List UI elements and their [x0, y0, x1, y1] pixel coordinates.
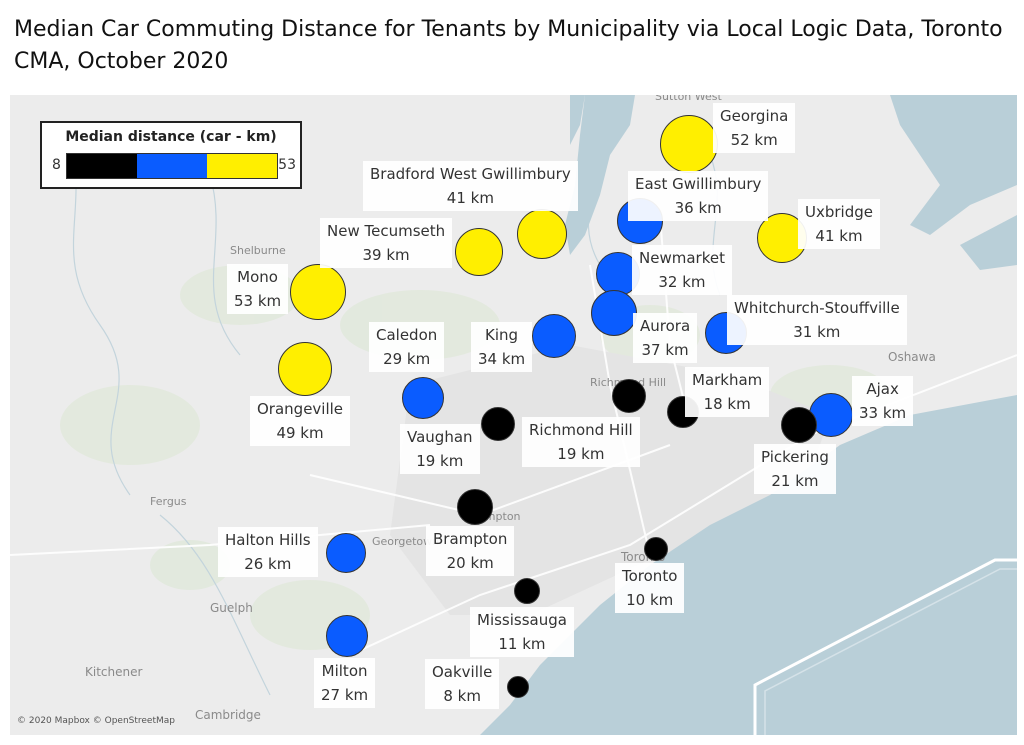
place-label-cambridge: Cambridge	[195, 708, 261, 722]
bubble-mississauga[interactable]	[514, 578, 540, 604]
place-label-fergus: Fergus	[150, 495, 187, 508]
legend-max-value: 53	[278, 157, 296, 173]
bubble-new-tecumseth[interactable]	[455, 228, 503, 276]
bubble-bradford-west-gwillimbury[interactable]	[517, 209, 567, 259]
label-newmarket: Newmarket 32 km	[632, 245, 732, 295]
bubble-aurora[interactable]	[591, 290, 637, 336]
bubble-king[interactable]	[532, 314, 576, 358]
place-label-georgetown: Georgetown	[372, 535, 440, 548]
label-toronto: Toronto 10 km	[615, 563, 685, 613]
label-georgina: Georgina 52 km	[713, 103, 796, 153]
place-label-sutton-west: Sutton West	[655, 95, 722, 103]
legend-swatch-high	[207, 154, 277, 178]
bubble-toronto[interactable]	[644, 537, 668, 561]
label-mono: Mono 53 km	[227, 264, 289, 314]
legend-title: Median distance (car - km)	[65, 129, 277, 145]
label-aurora: Aurora 37 km	[633, 313, 698, 363]
label-pickering: Pickering 21 km	[754, 444, 836, 494]
legend-min-value: 8	[52, 157, 61, 173]
label-new-tecumseth: New Tecumseth 39 km	[320, 218, 453, 268]
label-oakville: Oakville 8 km	[425, 659, 500, 709]
legend-swatch-mid	[137, 154, 207, 178]
label-milton: Milton 27 km	[314, 658, 376, 708]
label-caledon: Caledon 29 km	[369, 322, 445, 372]
legend-swatch-low	[67, 154, 137, 178]
label-vaughan: Vaughan 19 km	[400, 424, 480, 474]
label-mississauga: Mississauga 11 km	[470, 607, 574, 657]
map-title: Median Car Commuting Distance for Tenant…	[14, 17, 1003, 74]
place-label-shelburne: Shelburne	[230, 244, 286, 257]
bubble-halton-hills[interactable]	[326, 533, 366, 573]
bubble-milton[interactable]	[326, 615, 368, 657]
bubble-pickering[interactable]	[781, 407, 817, 443]
label-whitchurch-stouffville: Whitchurch-Stouffville 31 km	[727, 295, 907, 345]
bubble-vaughan[interactable]	[481, 407, 515, 441]
legend-color-ramp	[66, 153, 278, 179]
place-label-guelph: Guelph	[210, 601, 253, 615]
place-label-oshawa: Oshawa	[888, 350, 936, 364]
label-king: King 34 km	[471, 322, 533, 372]
bubble-georgina[interactable]	[660, 115, 718, 173]
place-label-kitchener: Kitchener	[85, 665, 143, 679]
bubble-mono[interactable]	[290, 264, 346, 320]
bubble-brampton[interactable]	[457, 489, 493, 525]
label-ajax: Ajax 33 km	[852, 376, 914, 426]
label-orangeville: Orangeville 49 km	[250, 396, 351, 446]
bubble-oakville[interactable]	[507, 676, 529, 698]
label-bradford-west-gwillimbury: Bradford West Gwillimbury 41 km	[363, 161, 578, 211]
label-brampton: Brampton 20 km	[426, 526, 515, 576]
label-halton-hills: Halton Hills 26 km	[218, 527, 318, 577]
bubble-orangeville[interactable]	[278, 342, 332, 396]
label-markham: Markham 18 km	[685, 367, 770, 417]
label-uxbridge: Uxbridge 41 km	[798, 199, 880, 249]
bubble-caledon[interactable]	[402, 377, 444, 419]
label-richmond-hill: Richmond Hill 19 km	[522, 417, 640, 467]
bubble-richmond-hill[interactable]	[612, 379, 646, 413]
map-attribution: © 2020 Mapbox © OpenStreetMap	[17, 716, 175, 726]
color-legend: Median distance (car - km) 8 53	[40, 121, 302, 189]
label-east-gwillimbury: East Gwillimbury 36 km	[628, 171, 769, 221]
